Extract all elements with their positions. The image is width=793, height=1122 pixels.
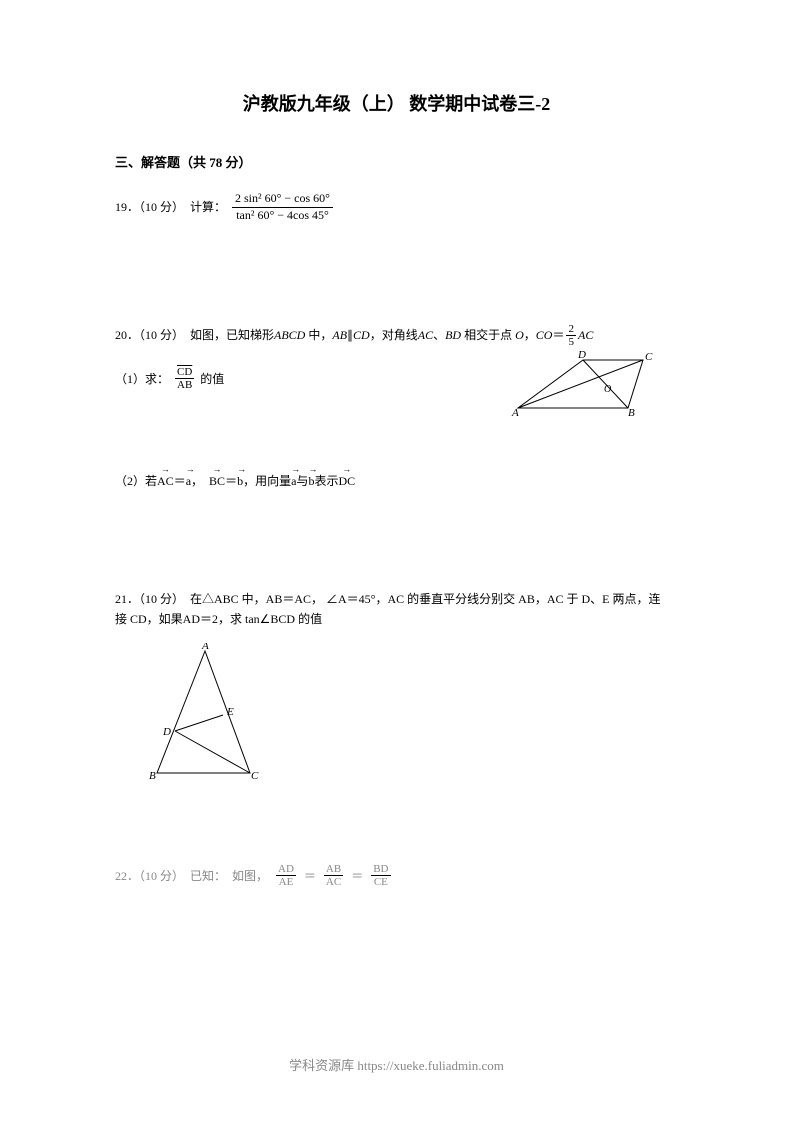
- var-cd: CD: [353, 328, 370, 342]
- problem-19: 19．（10 分） 计算： 2 sin² 60° − cos 60° tan² …: [115, 191, 678, 223]
- fraction-denominator: 5: [566, 336, 576, 348]
- equals: ＝: [304, 867, 316, 884]
- problem-20-sub2: （2）若AC＝a， BC＝b，用向量a与b表示DC: [115, 472, 678, 489]
- problem-19-fraction: 2 sin² 60° − cos 60° tan² 60° − 4cos 45°: [232, 191, 333, 223]
- page-title: 沪教版九年级（上） 数学期中试卷三-2: [115, 90, 678, 116]
- problem-22-label: 22．（10 分） 已知： 如图，: [115, 867, 268, 884]
- fraction-numerator: 2: [566, 323, 576, 335]
- text: b: [237, 474, 243, 488]
- fraction-denominator: AE: [277, 876, 296, 888]
- footer: 学科资源库 https://xueke.fuliadmin.com: [0, 1055, 793, 1074]
- svg-text:O: O: [604, 384, 611, 395]
- problem-21-line2: 接 CD，如果AD＝2，求 tan∠BCD 的值: [115, 609, 678, 629]
- fraction-numerator: BD: [371, 863, 390, 875]
- problem-20: 20．（10 分） 如图，已知梯形ABCD 中，AB∥CD，对角线AC、BD 相…: [115, 323, 678, 348]
- equals: ＝: [225, 474, 237, 488]
- text: 相交于点: [461, 328, 515, 342]
- text: 20．（10 分） 如图，已知梯形: [115, 328, 274, 342]
- text: 表示: [314, 474, 338, 488]
- text: DC: [338, 474, 355, 488]
- text: 的值: [200, 370, 224, 387]
- problem-20-sub1: （1）求： CD AB 的值: [115, 366, 224, 391]
- var-co: CO: [536, 328, 553, 342]
- text: BC: [209, 474, 225, 488]
- triangle-diagram: A B C D E: [145, 643, 275, 788]
- problem-20-text: 20．（10 分） 如图，已知梯形ABCD 中，AB∥CD，对角线AC、BD 相…: [115, 328, 593, 342]
- fraction-cd-ab: CD AB: [175, 366, 194, 391]
- section-header: 三、解答题（共 78 分）: [115, 152, 678, 171]
- fraction-numerator: AB: [324, 863, 343, 875]
- text: b: [308, 474, 314, 488]
- fraction-numerator: 2 sin² 60° − cos 60°: [232, 191, 333, 207]
- var-bd: BD: [445, 328, 461, 342]
- problem-21-line1: 21．（10 分） 在△ABC 中，AB＝AC， ∠A＝45°，AC 的垂直平分…: [115, 589, 678, 609]
- vector-dc: DC: [338, 474, 355, 489]
- vector-bc: BC: [209, 474, 225, 489]
- fraction-denominator: AB: [175, 379, 194, 391]
- vector-b2: b: [308, 474, 314, 489]
- equals: ＝: [552, 328, 564, 342]
- svg-text:E: E: [226, 706, 234, 718]
- var-ab: AB: [332, 328, 347, 342]
- text: ，: [524, 328, 536, 342]
- fraction-2-5: 25: [566, 323, 576, 348]
- vector-b: b: [237, 474, 243, 489]
- vector-a2: a: [291, 474, 296, 489]
- problem-19-label: 19．（10 分） 计算：: [115, 197, 226, 217]
- text: 中，: [305, 328, 332, 342]
- svg-text:C: C: [645, 351, 653, 363]
- text: 、: [433, 328, 445, 342]
- svg-text:D: D: [162, 726, 171, 738]
- fraction-ad-ae: AD AE: [276, 863, 296, 888]
- var-ac: AC: [578, 328, 593, 342]
- var-abcd: ABCD: [274, 328, 305, 342]
- svg-text:B: B: [149, 770, 156, 782]
- text: 与: [296, 474, 308, 488]
- fraction-denominator: tan² 60° − 4cos 45°: [233, 208, 332, 224]
- svg-text:A: A: [201, 643, 209, 652]
- fraction-denominator: CE: [372, 876, 390, 888]
- equals: ＝: [174, 474, 186, 488]
- var-ac: AC: [418, 328, 433, 342]
- equals: ＝: [351, 867, 363, 884]
- fraction-denominator: AC: [324, 876, 343, 888]
- fraction-numerator: CD: [175, 366, 194, 378]
- problem-21: 21．（10 分） 在△ABC 中，AB＝AC， ∠A＝45°，AC 的垂直平分…: [115, 589, 678, 630]
- fraction-ab-ac: AB AC: [324, 863, 343, 888]
- svg-text:B: B: [628, 407, 635, 418]
- svg-text:A: A: [511, 407, 519, 418]
- text: ，: [191, 474, 209, 488]
- fraction-numerator: AD: [276, 863, 296, 875]
- svg-text:D: D: [577, 349, 586, 361]
- text: a: [291, 474, 296, 488]
- vector-ac: AC: [157, 474, 174, 489]
- text: （2）若: [115, 474, 157, 488]
- var-o: O: [515, 328, 524, 342]
- fraction-bd-ce: BD CE: [371, 863, 390, 888]
- svg-text:C: C: [251, 770, 259, 782]
- text: AC: [157, 474, 174, 488]
- text: （1）求：: [115, 370, 169, 387]
- vector-a: a: [186, 474, 191, 489]
- text: ，用向量: [243, 474, 291, 488]
- problem-22: 22．（10 分） 已知： 如图， AD AE ＝ AB AC ＝ BD CE: [115, 863, 678, 888]
- text: a: [186, 474, 191, 488]
- trapezoid-diagram: A B C D O: [508, 348, 658, 418]
- text: ，对角线: [370, 328, 418, 342]
